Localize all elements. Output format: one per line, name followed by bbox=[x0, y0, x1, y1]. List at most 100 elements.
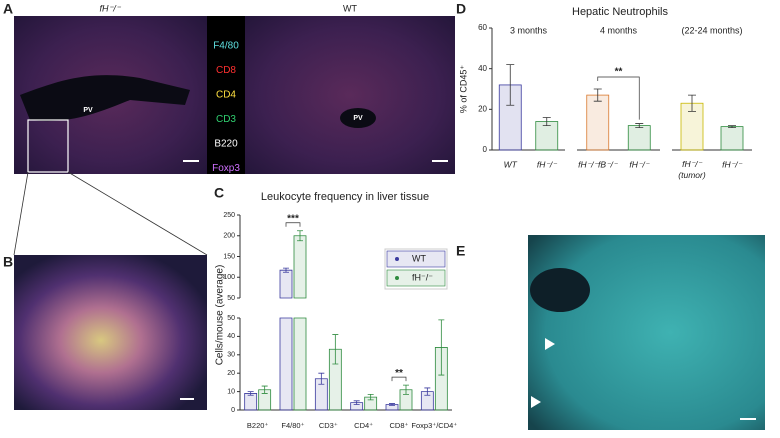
annotation: *** bbox=[287, 213, 299, 224]
vessel bbox=[340, 108, 376, 128]
marker-label: CD4 bbox=[216, 90, 236, 101]
error-bar bbox=[318, 372, 325, 385]
y-tick-label: 200 bbox=[223, 233, 235, 240]
error-bar bbox=[424, 387, 431, 396]
y-tick-label: 50 bbox=[227, 295, 235, 302]
y-axis-label: % of CD45⁺ bbox=[458, 65, 468, 114]
significance-bracket bbox=[285, 222, 301, 227]
image-title: WT bbox=[343, 3, 357, 13]
bar bbox=[244, 393, 258, 411]
error-bar bbox=[728, 125, 736, 129]
error-bar bbox=[261, 385, 268, 394]
scale-bar bbox=[432, 160, 448, 162]
error-bar bbox=[389, 403, 395, 406]
x-tick-label: WT bbox=[504, 159, 518, 169]
subplot-title: 3 months bbox=[510, 25, 548, 35]
pv-label: PV bbox=[83, 107, 93, 114]
image-title: fH⁻/⁻ bbox=[99, 3, 121, 13]
bar bbox=[364, 396, 378, 411]
chart-title: Leukocyte frequency in liver tissue bbox=[261, 191, 429, 203]
panel-label: B bbox=[3, 254, 13, 270]
y-tick-label: 60 bbox=[478, 23, 487, 32]
x-tick-label: CD8⁺ bbox=[390, 421, 409, 430]
x-tick-label: CD4⁺ bbox=[354, 421, 373, 430]
marker-label: F4/80 bbox=[213, 41, 239, 52]
error-bar bbox=[353, 400, 360, 405]
x-tick-label: fH⁻/⁻ bbox=[722, 159, 743, 169]
bar bbox=[420, 391, 434, 411]
subplot-title: 4 months bbox=[600, 25, 638, 35]
panel-label: C bbox=[214, 185, 224, 201]
x-tick-label: fH⁻/⁻ bbox=[537, 159, 558, 169]
legend-swatch bbox=[386, 250, 446, 268]
annotation: ** bbox=[615, 67, 623, 78]
legend-dot bbox=[395, 257, 399, 261]
y-tick-label: 100 bbox=[223, 274, 235, 281]
vessel bbox=[530, 268, 590, 312]
x-tick-label: fH⁻/⁻ bbox=[629, 159, 650, 169]
panel-label: A bbox=[3, 1, 13, 17]
scale-bar bbox=[180, 398, 194, 400]
error-bar bbox=[542, 117, 551, 126]
scale-bar bbox=[740, 418, 756, 420]
error-bar bbox=[688, 94, 696, 112]
zoom-box bbox=[27, 119, 69, 173]
error-bar bbox=[506, 64, 515, 106]
bar bbox=[328, 348, 342, 411]
bar bbox=[314, 378, 328, 411]
legend-dot bbox=[395, 276, 399, 280]
significance-bracket bbox=[597, 76, 640, 120]
bar bbox=[293, 235, 307, 411]
error-bar bbox=[283, 267, 289, 273]
micrograph bbox=[14, 255, 207, 410]
error-bar bbox=[367, 393, 374, 401]
y-tick-label: 150 bbox=[223, 253, 235, 260]
x-tick-label: B220⁺ bbox=[247, 421, 269, 430]
y-tick-label: 20 bbox=[478, 104, 487, 113]
legend-box bbox=[384, 248, 448, 290]
subplot-title: (22-24 months) bbox=[681, 25, 742, 35]
chart-title: Hepatic Neutrophils bbox=[572, 6, 668, 18]
zoom-line bbox=[67, 171, 208, 256]
bar bbox=[434, 347, 448, 411]
legend-label: fH⁻/⁻ bbox=[412, 272, 433, 282]
x-tick-label: fH⁻/⁻ (tumor) bbox=[678, 159, 706, 180]
bar bbox=[586, 94, 610, 151]
y-tick-label: 40 bbox=[227, 333, 235, 340]
error-bar bbox=[403, 384, 409, 395]
bar bbox=[627, 125, 651, 151]
micrograph bbox=[245, 16, 455, 174]
marker-label: CD8 bbox=[216, 65, 236, 76]
vessel bbox=[20, 75, 190, 122]
y-axis-label: Cells/mouse (average) bbox=[215, 265, 226, 366]
x-tick-label: fH⁻/⁻fB⁻/⁻ bbox=[578, 159, 619, 169]
arrowhead bbox=[545, 338, 555, 350]
bar bbox=[720, 126, 744, 151]
panel-label: D bbox=[456, 1, 466, 17]
pv-label: PV bbox=[353, 115, 363, 122]
bar bbox=[258, 389, 272, 411]
panel-label: E bbox=[456, 243, 465, 259]
legend-label: WT bbox=[412, 253, 426, 263]
y-tick-label: 30 bbox=[227, 352, 235, 359]
marker-label: Foxp3 bbox=[212, 163, 240, 174]
y-tick-label: 250 bbox=[223, 212, 235, 219]
x-tick-label: CD3⁺ bbox=[319, 421, 338, 430]
bar bbox=[279, 269, 293, 411]
error-bar bbox=[332, 334, 339, 365]
y-tick-label: 40 bbox=[478, 64, 487, 73]
arrowhead bbox=[531, 396, 541, 408]
error-bar bbox=[247, 391, 254, 396]
y-tick-label: 10 bbox=[227, 388, 235, 395]
micrograph bbox=[528, 235, 765, 430]
x-tick-label: F4/80⁺ bbox=[281, 421, 304, 430]
x-tick-label: Foxp3⁺/CD4⁺ bbox=[411, 421, 457, 430]
legend-swatch bbox=[386, 269, 446, 287]
zoom-line bbox=[13, 171, 29, 256]
error-bar bbox=[635, 123, 644, 129]
error-bar bbox=[593, 88, 602, 102]
y-tick-label: 0 bbox=[483, 145, 488, 154]
annotation: ** bbox=[395, 368, 403, 379]
marker-label: B220 bbox=[214, 139, 238, 150]
